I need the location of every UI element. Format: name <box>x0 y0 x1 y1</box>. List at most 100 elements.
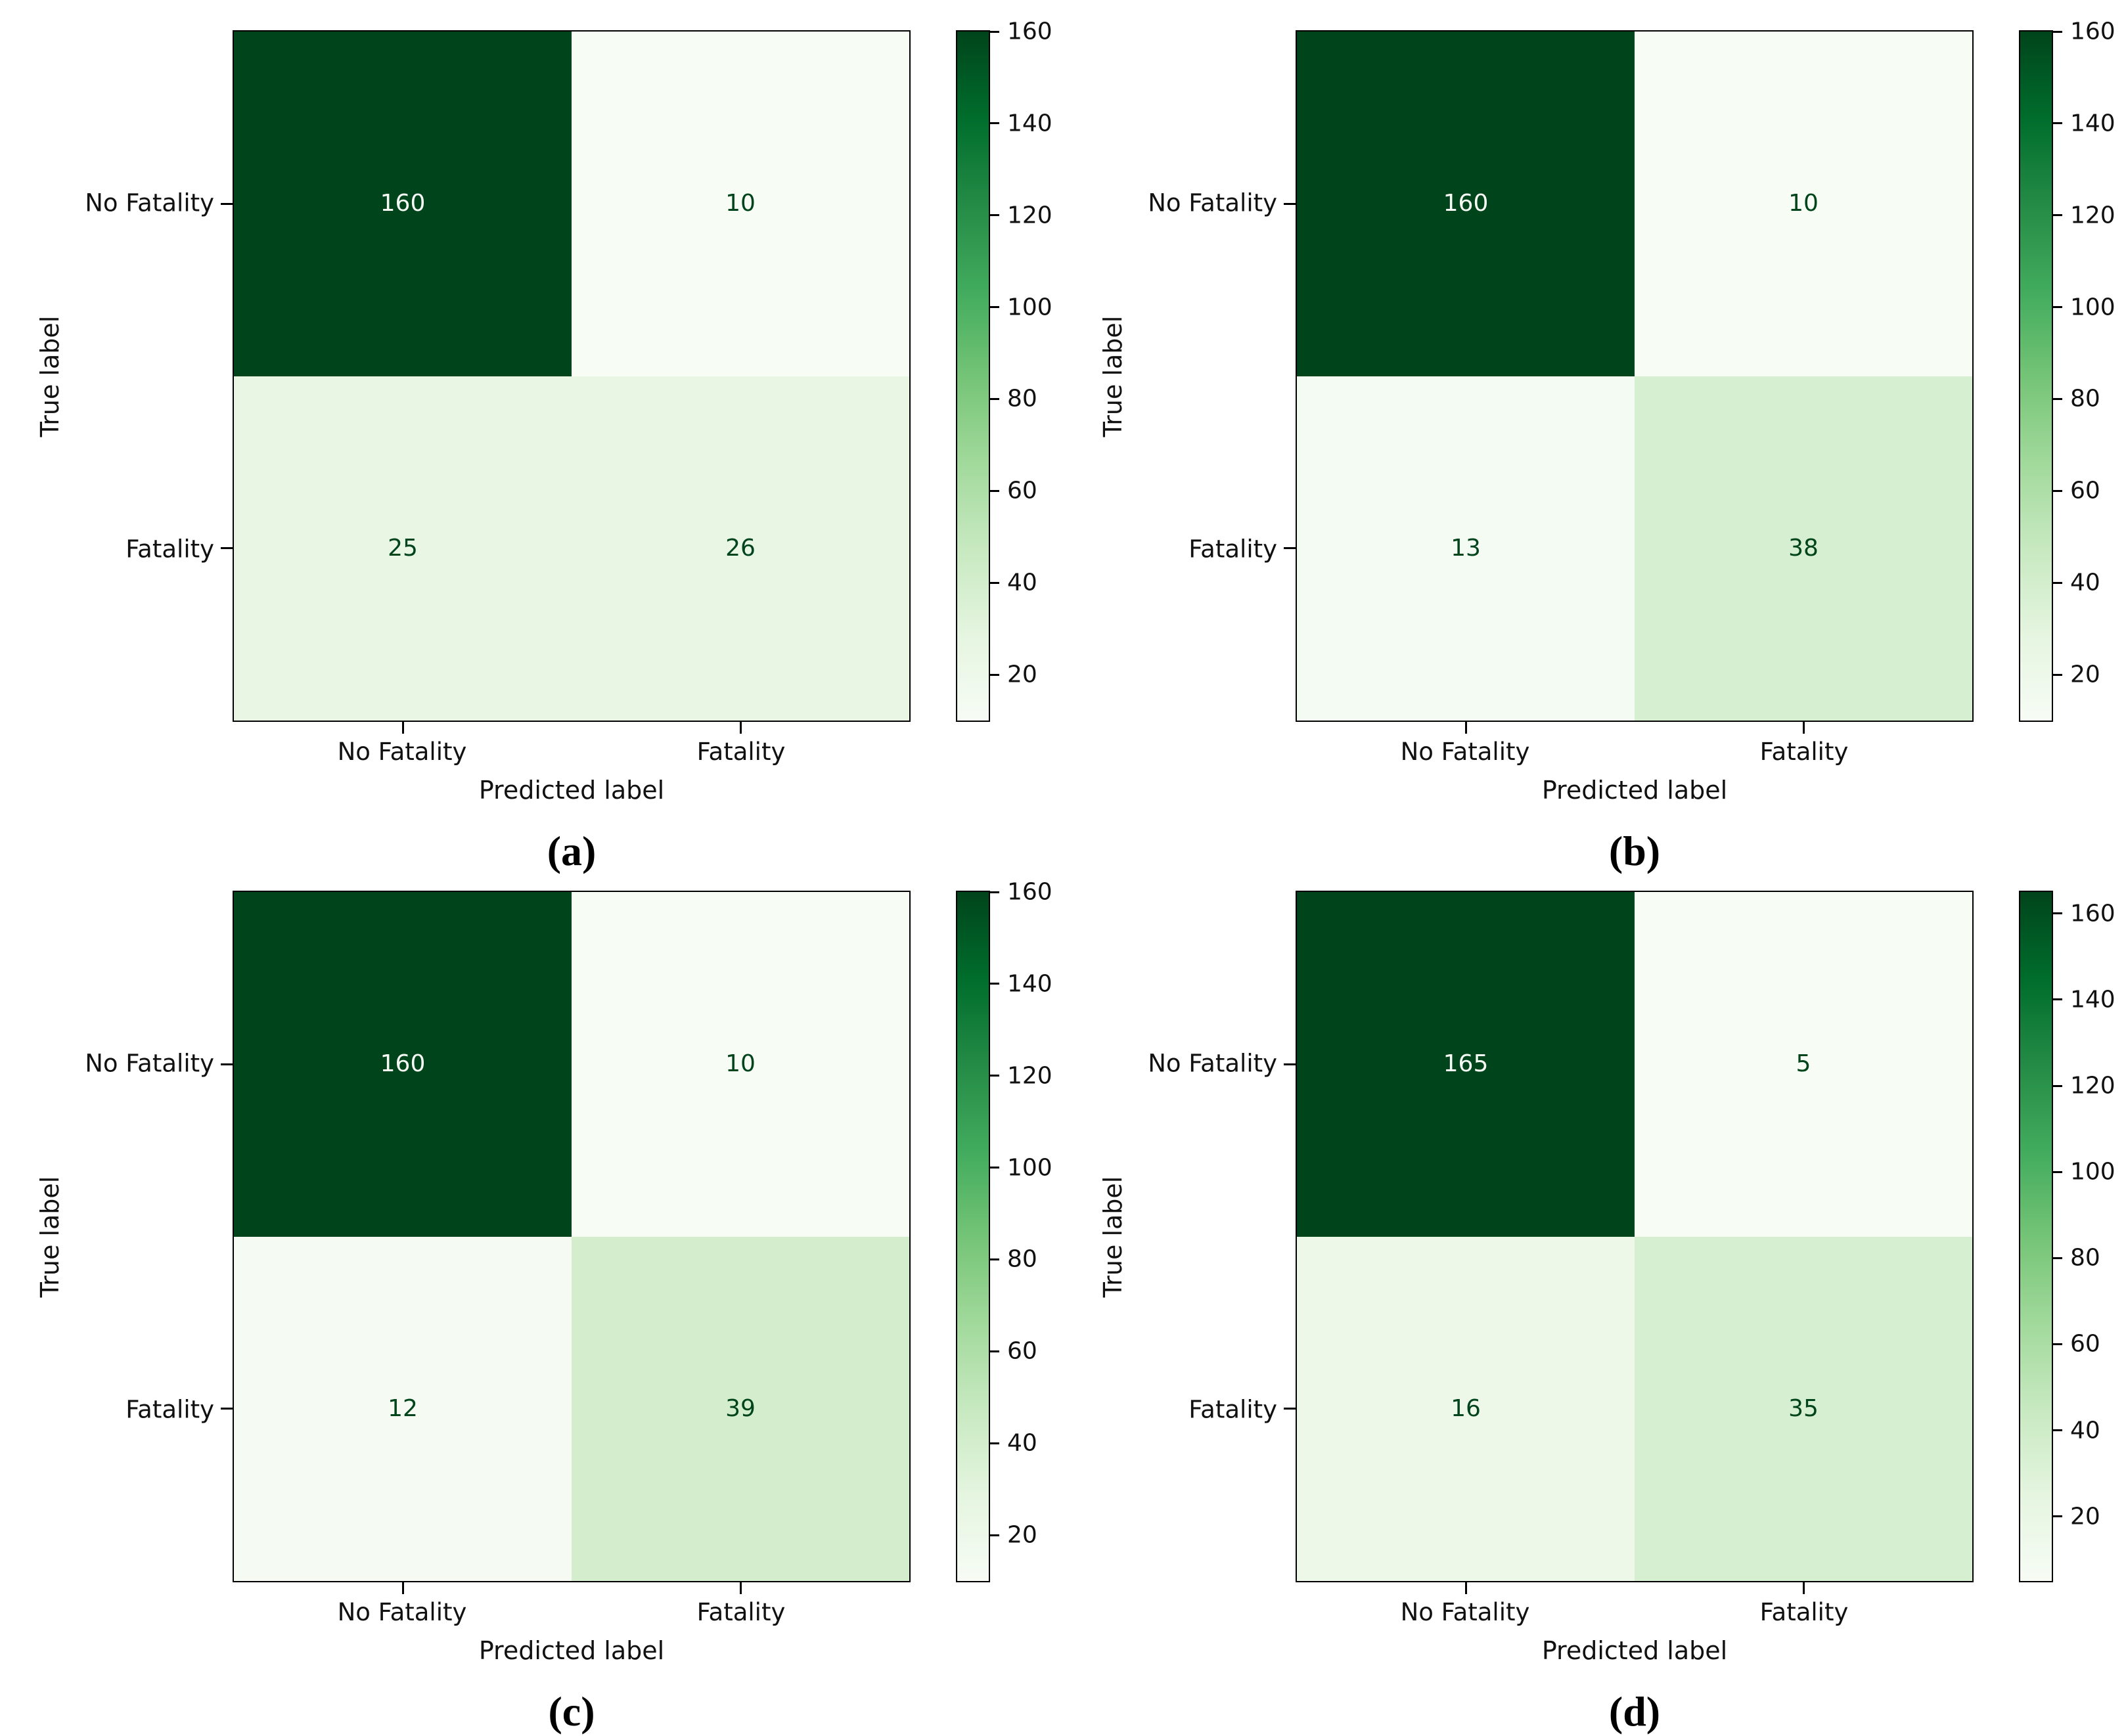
colorbar-tick-label: 120 <box>1007 202 1052 229</box>
colorbar: 160 140 120 100 80 60 <box>956 18 1052 722</box>
y-tick-mark <box>221 547 233 550</box>
colorbar-tick-mark <box>2052 912 2062 915</box>
x-tick-label-fatality: Fatality <box>696 738 786 766</box>
colorbar-tick-mark <box>2052 998 2062 1001</box>
cell-value: 12 <box>388 1394 418 1422</box>
heatmap-matrix: 160 10 13 38 <box>1284 30 1974 734</box>
colorbar-tick-mark <box>989 891 999 893</box>
confusion-matrix-panel: True label No Fatality Fatality 160 10 2… <box>26 11 1089 875</box>
y-tick-label-no-fatality: No Fatality <box>1148 1049 1277 1078</box>
colorbar-tick-mark <box>2052 214 2062 217</box>
colorbar-tick-mark <box>2052 489 2062 492</box>
cell-value: 16 <box>1451 1394 1481 1422</box>
colorbar-tick-label: 60 <box>1007 477 1037 504</box>
y-axis-title: True label <box>1098 1176 1127 1297</box>
x-tick-mark <box>739 722 742 734</box>
cell-value: 10 <box>1788 190 1819 217</box>
x-axis-title: Predicted label <box>478 776 665 805</box>
cell-value: 5 <box>1796 1050 1811 1078</box>
colorbar-tick-label: 80 <box>1007 1245 1037 1273</box>
y-tick-mark <box>221 202 233 205</box>
cell-value: 10 <box>725 190 756 217</box>
heatmap-matrix: 165 5 16 35 <box>1284 891 1974 1594</box>
colorbar-tick-mark <box>989 122 999 125</box>
colorbar-tick-mark <box>989 673 999 676</box>
colorbar-tick-mark <box>989 1075 999 1077</box>
heatmap-matrix: 160 10 25 26 <box>221 30 911 734</box>
colorbar-tick-label: 160 <box>2070 900 2115 927</box>
cell-true-negative: 160 <box>1297 32 1635 376</box>
colorbar-tick-label: 40 <box>1007 1429 1037 1457</box>
colorbar-tick-mark <box>2052 306 2062 309</box>
colorbar-tick-mark <box>989 1442 999 1444</box>
colorbar-tick-mark <box>989 30 999 33</box>
colorbar-tick-mark <box>989 397 999 400</box>
x-tick-mark <box>1464 1582 1467 1594</box>
x-tick-label-no-fatality: No Fatality <box>337 738 467 766</box>
cell-false-positive: 10 <box>572 892 909 1237</box>
x-tick-label-fatality: Fatality <box>696 1598 786 1626</box>
colorbar-tick-label: 60 <box>1007 1337 1037 1365</box>
colorbar-tick-mark <box>2052 30 2062 33</box>
colorbar-tick-label: 140 <box>1007 970 1052 998</box>
colorbar-tick-label: 100 <box>1007 1154 1052 1182</box>
colorbar-tick-mark <box>2052 673 2062 676</box>
cell-value: 38 <box>1788 534 1819 562</box>
y-tick-mark <box>221 1408 233 1410</box>
x-tick-label-no-fatality: No Fatality <box>1400 738 1530 766</box>
cell-true-negative: 165 <box>1297 892 1635 1237</box>
colorbar-tick-mark <box>2052 1257 2062 1259</box>
colorbar-tick-label: 20 <box>1007 661 1037 688</box>
x-tick-label-fatality: Fatality <box>1759 738 1849 766</box>
colorbar-tick-mark <box>989 306 999 309</box>
colorbar-tick-label: 20 <box>2070 661 2100 688</box>
cell-true-negative: 160 <box>234 32 572 376</box>
x-tick-label-no-fatality: No Fatality <box>337 1598 467 1626</box>
x-tick-mark <box>1464 722 1467 734</box>
confusion-matrix-panel: True label No Fatality Fatality 165 5 16… <box>1089 871 2126 1735</box>
heatmap-matrix: 160 10 12 39 <box>221 891 911 1594</box>
x-axis-title: Predicted label <box>1541 776 1728 805</box>
y-tick-mark <box>1284 1408 1296 1410</box>
colorbar-tick-label: 140 <box>1007 110 1052 137</box>
y-tick-label-no-fatality: No Fatality <box>85 189 214 217</box>
colorbar: 160 140 120 100 80 60 <box>956 879 1052 1582</box>
cell-true-positive: 39 <box>572 1236 909 1581</box>
colorbar-tick-label: 120 <box>2070 202 2115 229</box>
colorbar: 160 140 120 100 80 60 <box>2019 891 2115 1582</box>
cell-value: 13 <box>1451 534 1481 562</box>
colorbar-tick-mark <box>989 581 999 584</box>
cell-false-negative: 12 <box>234 1236 572 1581</box>
colorbar-tick-label: 160 <box>1007 18 1052 45</box>
confusion-matrix-panel: True label No Fatality Fatality 160 10 1… <box>26 871 1089 1735</box>
colorbar-tick-label: 100 <box>1007 294 1052 321</box>
y-tick-label-no-fatality: No Fatality <box>85 1049 214 1078</box>
x-tick-label-fatality: Fatality <box>1759 1598 1849 1626</box>
y-tick-label-fatality: Fatality <box>125 535 214 564</box>
panel-caption: (d) <box>1608 1688 1661 1735</box>
x-axis-title: Predicted label <box>478 1636 665 1665</box>
cell-false-negative: 25 <box>234 376 572 721</box>
cell-false-positive: 10 <box>572 32 909 376</box>
cell-true-positive: 35 <box>1635 1236 1972 1581</box>
colorbar-tick-mark <box>2052 1084 2062 1087</box>
cell-true-positive: 38 <box>1635 376 1972 721</box>
cell-value: 160 <box>380 190 426 217</box>
colorbar-tick-label: 160 <box>1007 878 1052 906</box>
colorbar-tick-label: 40 <box>2070 1417 2100 1444</box>
cell-false-negative: 13 <box>1297 376 1635 721</box>
x-tick-mark <box>1802 1582 1805 1594</box>
colorbar: 160 140 120 100 80 60 <box>2019 18 2115 722</box>
y-tick-mark <box>1284 1063 1296 1065</box>
plot-area-wrap: True label No Fatality Fatality 165 5 16… <box>1098 891 1974 1735</box>
colorbar-tick-label: 120 <box>1007 1062 1052 1090</box>
x-tick-mark <box>401 1582 404 1594</box>
colorbar-tick-mark <box>2052 1170 2062 1173</box>
colorbar-tick-mark <box>989 1350 999 1352</box>
colorbar-tick-label: 80 <box>1007 385 1037 412</box>
colorbar-tick-mark <box>989 1258 999 1260</box>
colorbar-tick-mark <box>2052 581 2062 584</box>
panel-caption: (b) <box>1608 828 1661 874</box>
cell-value: 35 <box>1788 1394 1819 1422</box>
plot-area-wrap: True label No Fatality Fatality 160 10 1… <box>35 891 911 1735</box>
